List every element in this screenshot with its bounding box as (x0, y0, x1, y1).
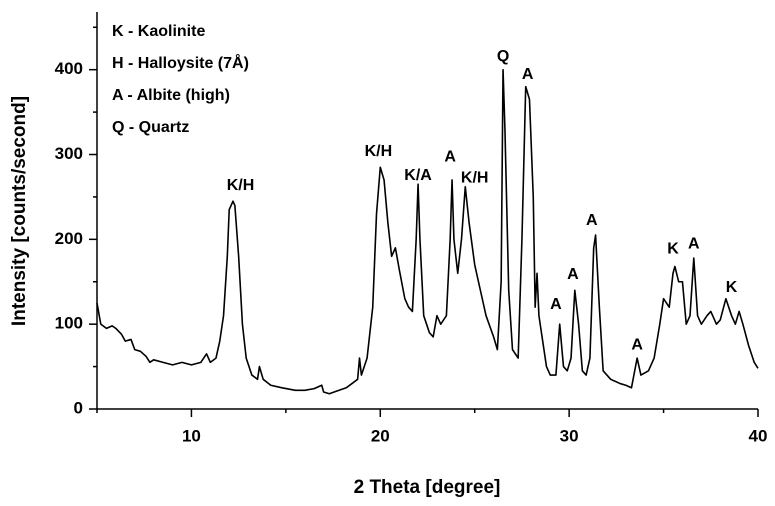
x-tick-label: 30 (560, 426, 579, 445)
y-tick-label: 0 (74, 398, 83, 417)
peak-label: A (444, 148, 456, 165)
y-axis-label: Intensity [counts/second] (9, 96, 30, 326)
peak-label: Q (497, 48, 509, 65)
peak-label: K/H (227, 177, 255, 194)
y-tick-label: 400 (55, 59, 83, 78)
legend-note: Q - Quartz (112, 119, 189, 136)
legend-note: K - Kaolinite (112, 23, 205, 40)
y-tick-label: 300 (55, 144, 83, 163)
x-tick-label: 40 (749, 426, 768, 445)
diffraction-line (96, 68, 759, 395)
peak-label: K (726, 279, 738, 296)
x-tick-label: 20 (371, 426, 390, 445)
peak-label: A (688, 236, 700, 253)
legend-note: H - Halloysite (7Å) (112, 53, 249, 72)
x-axis-label: 2 Theta [degree] (354, 477, 501, 498)
peak-label: A (550, 296, 562, 313)
peak-label: K (667, 241, 679, 258)
peak-label: A (631, 337, 643, 354)
peak-label: A (522, 66, 534, 83)
peak-label: A (586, 212, 598, 229)
peak-label: A (567, 266, 579, 283)
peak-label: K/A (404, 167, 432, 184)
legend-note: A - Albite (high) (112, 87, 230, 104)
y-tick-label: 200 (55, 229, 83, 248)
y-tick-label: 100 (55, 314, 83, 333)
peak-label: K/H (461, 169, 489, 186)
x-tick-label: 10 (182, 426, 201, 445)
peak-label: K/H (365, 143, 393, 160)
